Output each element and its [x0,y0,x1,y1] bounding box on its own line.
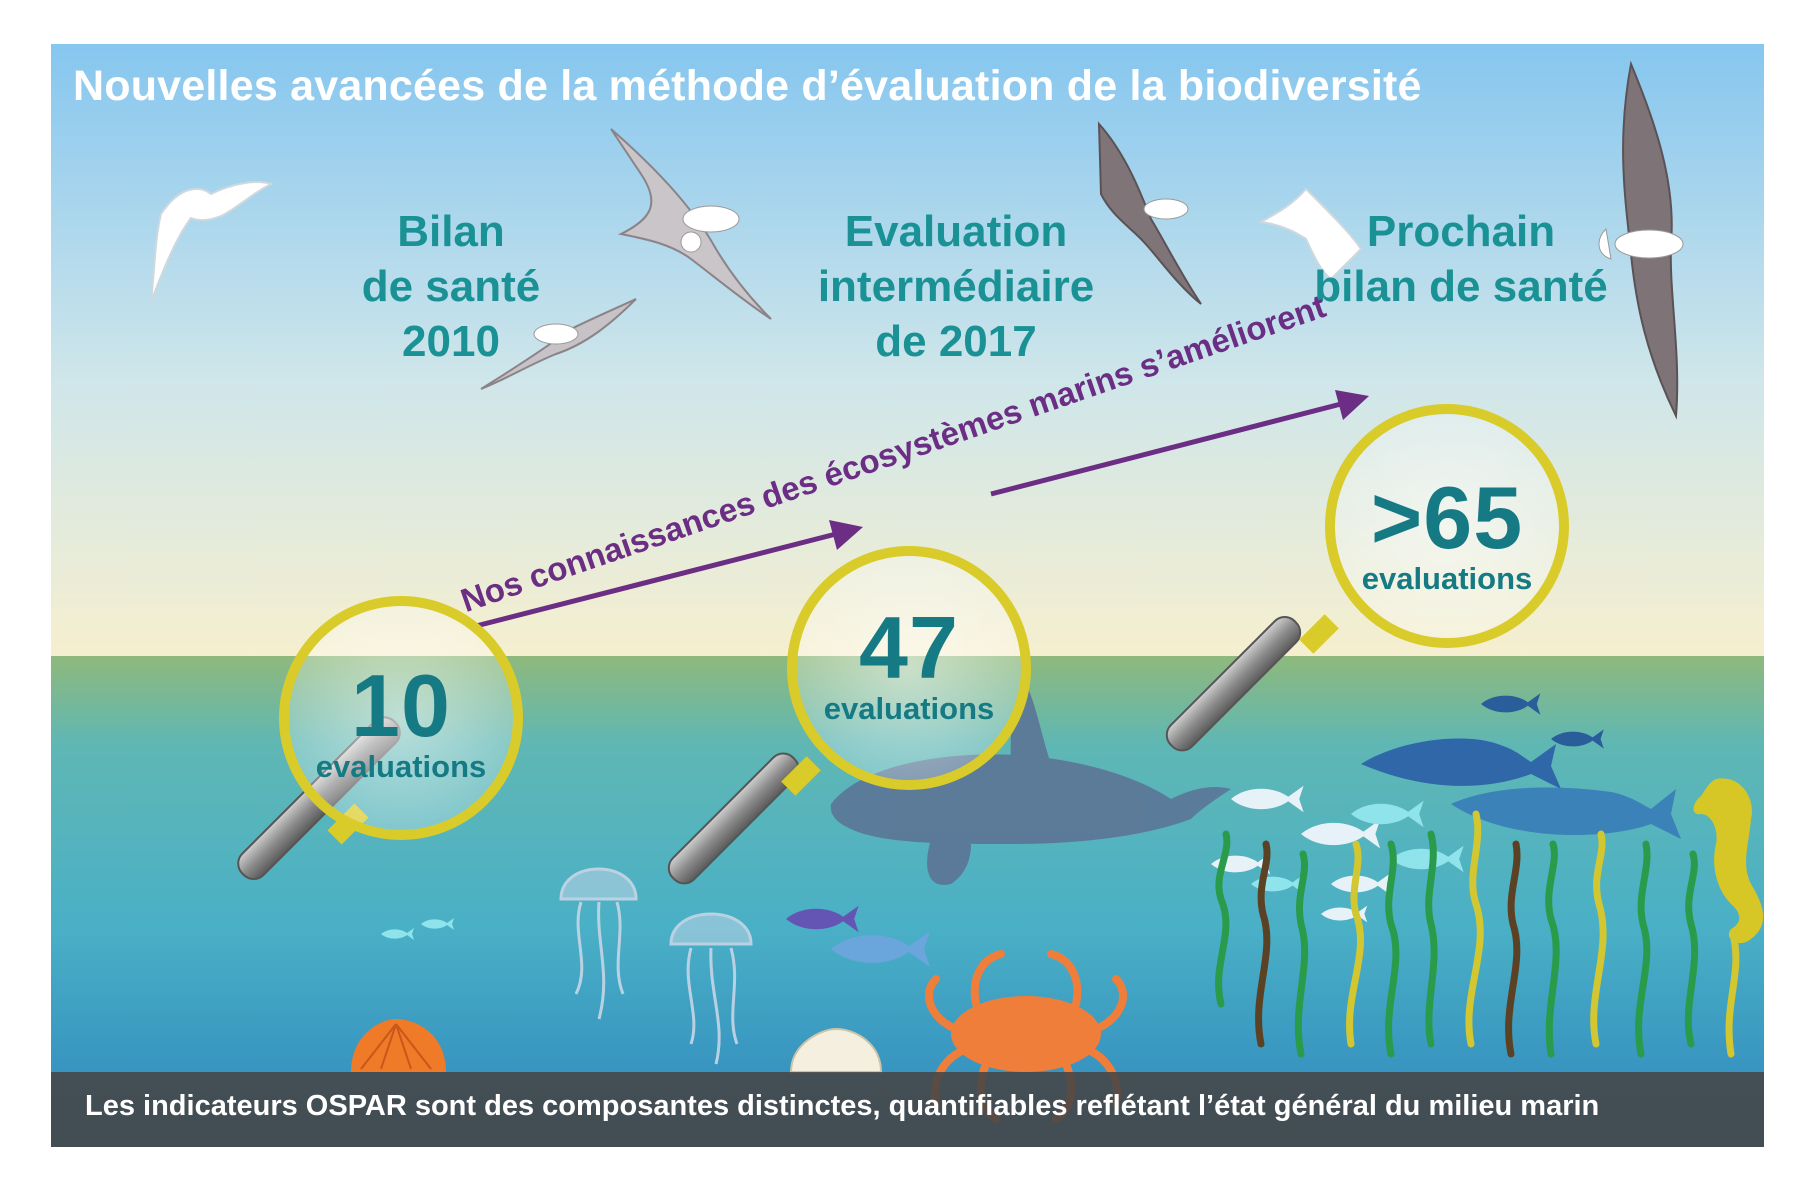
page-title: Nouvelles avancées de la méthode d’évalu… [73,62,1422,110]
phase-health-check-2010: Bilan de santé 2010 [296,204,606,369]
scallop-icon [789,1027,883,1073]
evaluation-unit: evaluations [1361,561,1533,596]
albatross-icon [1097,121,1202,305]
albatross-icon [480,298,637,390]
magnifier-icon [667,546,1031,885]
evaluation-count: 10 [351,656,451,755]
phase-line: de santé [361,262,541,311]
evaluation-count: 47 [859,598,959,697]
phase-line: bilan de santé [1314,262,1608,311]
phase-line: de 2017 [875,317,1037,366]
magnifier-count-2017: 47 evaluations [809,604,1009,726]
trend-arrow [475,390,1369,629]
evaluation-unit: evaluations [823,691,995,726]
shark-icon [1361,738,1561,789]
phase-line: Bilan [397,207,505,256]
jellyfish-icon [559,867,753,1065]
evaluation-count: >65 [1370,468,1524,567]
seahorse-icon [1693,778,1764,944]
phase-line: intermédiaire [817,262,1095,311]
magnifier-icon [237,596,523,880]
gull-icon [1257,187,1363,281]
albatross-icon [1598,60,1684,420]
ocean-scene-illustration [51,44,1764,1147]
phase-next-health-check: Prochain bilan de santé [1286,204,1636,314]
phase-line: Prochain [1366,207,1556,256]
footer-text: Les indicateurs OSPAR sont des composant… [85,1090,1600,1122]
magnifier-count-next: >65 evaluations [1337,474,1557,596]
shark-icon [1451,787,1681,839]
kelp-icon [1215,810,1740,1058]
phase-line: 2010 [402,317,500,366]
phase-intermediate-2017: Evaluation intermédiaire de 2017 [781,204,1131,369]
magnifier-count-2010: 10 evaluations [301,662,501,784]
gull-icon [150,181,274,303]
albatross-icon [610,128,772,320]
magnifier-icon [1165,404,1569,752]
scallop-icon [351,1019,446,1072]
evaluation-unit: evaluations [315,749,487,784]
phase-line: Evaluation [844,207,1068,256]
footer-banner: Les indicateurs OSPAR sont des composant… [51,1072,1764,1147]
infographic: Nouvelles avancées de la méthode d’évalu… [51,44,1764,1147]
